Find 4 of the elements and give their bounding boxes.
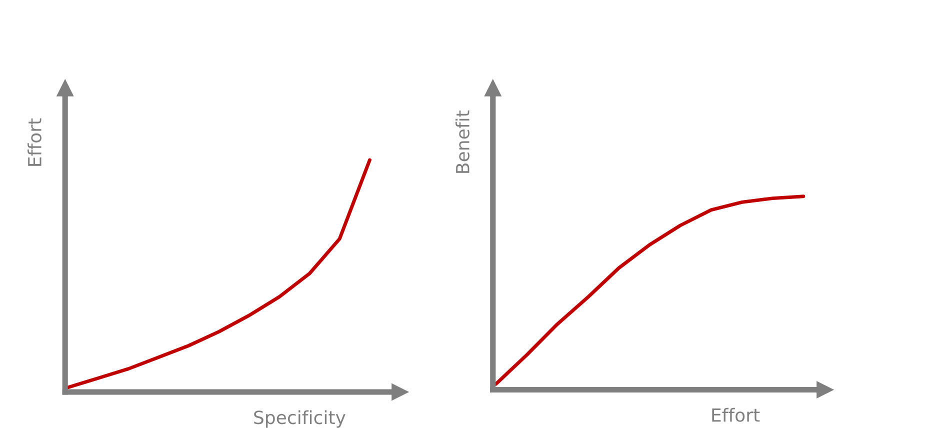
y-axis-title: Effort [28, 118, 42, 166]
y-axis-title: Benefit [456, 110, 470, 173]
x-axis-title: Specificity [254, 410, 346, 428]
x-axis-title: Effort [712, 408, 760, 422]
